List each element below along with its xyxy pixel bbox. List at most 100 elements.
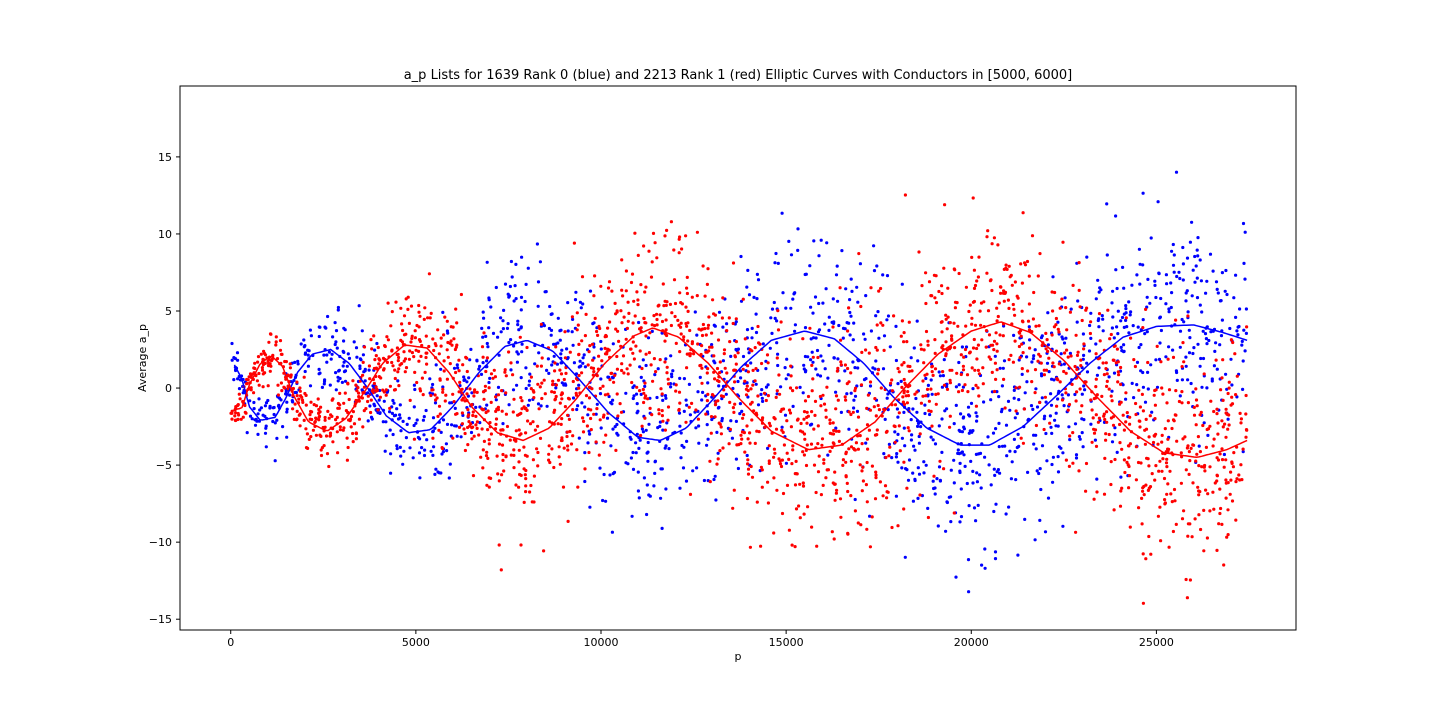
data-point xyxy=(478,364,482,368)
data-point xyxy=(1107,387,1111,391)
data-point xyxy=(918,432,922,436)
data-point xyxy=(519,376,523,380)
data-point xyxy=(263,371,267,375)
data-point xyxy=(659,387,663,391)
data-point xyxy=(1000,384,1005,388)
data-point xyxy=(1141,263,1145,267)
data-point xyxy=(399,429,403,433)
data-point xyxy=(553,369,557,373)
data-point xyxy=(485,359,489,363)
y-tick-label: 0 xyxy=(165,382,172,395)
data-point xyxy=(238,397,242,401)
data-point xyxy=(1088,323,1092,328)
data-point xyxy=(1124,420,1128,424)
data-point xyxy=(970,322,974,326)
data-point xyxy=(577,373,581,378)
data-point xyxy=(327,464,331,469)
data-point xyxy=(415,418,419,422)
data-point xyxy=(665,421,669,425)
data-point xyxy=(859,523,863,527)
data-point xyxy=(813,295,818,299)
data-point xyxy=(1140,496,1144,500)
data-point xyxy=(706,367,710,371)
data-point xyxy=(944,529,948,533)
data-point xyxy=(746,458,750,462)
data-point xyxy=(507,340,511,345)
data-point xyxy=(1216,291,1220,295)
data-point xyxy=(1137,345,1141,350)
data-point xyxy=(510,275,514,279)
data-point xyxy=(1202,372,1206,376)
data-point xyxy=(536,464,540,468)
data-point xyxy=(417,310,421,314)
data-point xyxy=(964,324,968,328)
data-point xyxy=(288,362,292,366)
data-point xyxy=(650,260,654,264)
data-point xyxy=(1006,298,1011,302)
data-point xyxy=(638,438,642,442)
data-point xyxy=(1226,533,1230,537)
data-point xyxy=(1196,342,1200,346)
data-point xyxy=(1076,299,1080,303)
data-point xyxy=(679,325,683,329)
data-point xyxy=(957,390,961,394)
data-point xyxy=(599,426,603,430)
data-point xyxy=(599,347,603,351)
data-point xyxy=(313,420,317,424)
data-point xyxy=(734,320,738,324)
data-point xyxy=(959,412,963,416)
data-point xyxy=(1198,413,1202,417)
data-point xyxy=(794,507,799,511)
data-point xyxy=(1001,334,1005,338)
data-point xyxy=(714,498,718,502)
data-point xyxy=(326,409,330,413)
data-point xyxy=(824,287,828,291)
data-point xyxy=(784,377,788,381)
data-point xyxy=(1039,487,1043,492)
data-point xyxy=(874,470,878,474)
data-point xyxy=(1145,295,1149,299)
data-point xyxy=(765,353,770,357)
data-point xyxy=(485,450,489,454)
data-point xyxy=(756,394,760,398)
data-point xyxy=(587,429,591,433)
data-point xyxy=(899,379,903,383)
data-point xyxy=(554,383,559,387)
data-point xyxy=(420,343,424,348)
data-point xyxy=(566,519,570,524)
data-point xyxy=(569,442,574,446)
data-point xyxy=(876,310,880,314)
data-point xyxy=(742,431,747,435)
data-point xyxy=(942,358,946,362)
data-point xyxy=(868,514,872,518)
data-point xyxy=(334,329,339,333)
data-point xyxy=(912,444,916,448)
data-point xyxy=(587,385,592,389)
data-point xyxy=(959,353,963,357)
data-point xyxy=(1053,290,1057,295)
data-point xyxy=(834,273,839,277)
data-point xyxy=(494,422,498,426)
data-point xyxy=(745,453,749,458)
data-point xyxy=(1130,381,1134,385)
data-point xyxy=(1084,461,1089,466)
data-point xyxy=(325,452,330,456)
data-point xyxy=(974,519,978,523)
data-point xyxy=(1164,461,1169,465)
data-point xyxy=(1074,453,1079,457)
data-point xyxy=(268,362,272,367)
data-point xyxy=(375,394,379,398)
data-point xyxy=(481,408,485,412)
data-point xyxy=(559,372,564,376)
data-point xyxy=(703,294,707,298)
data-point xyxy=(1161,457,1165,461)
data-point xyxy=(1020,309,1024,313)
data-point xyxy=(386,338,390,342)
data-point xyxy=(686,339,690,343)
data-point xyxy=(867,428,872,432)
data-point xyxy=(911,471,915,475)
data-point xyxy=(866,447,870,451)
data-point xyxy=(1232,296,1236,300)
data-point xyxy=(448,401,452,405)
